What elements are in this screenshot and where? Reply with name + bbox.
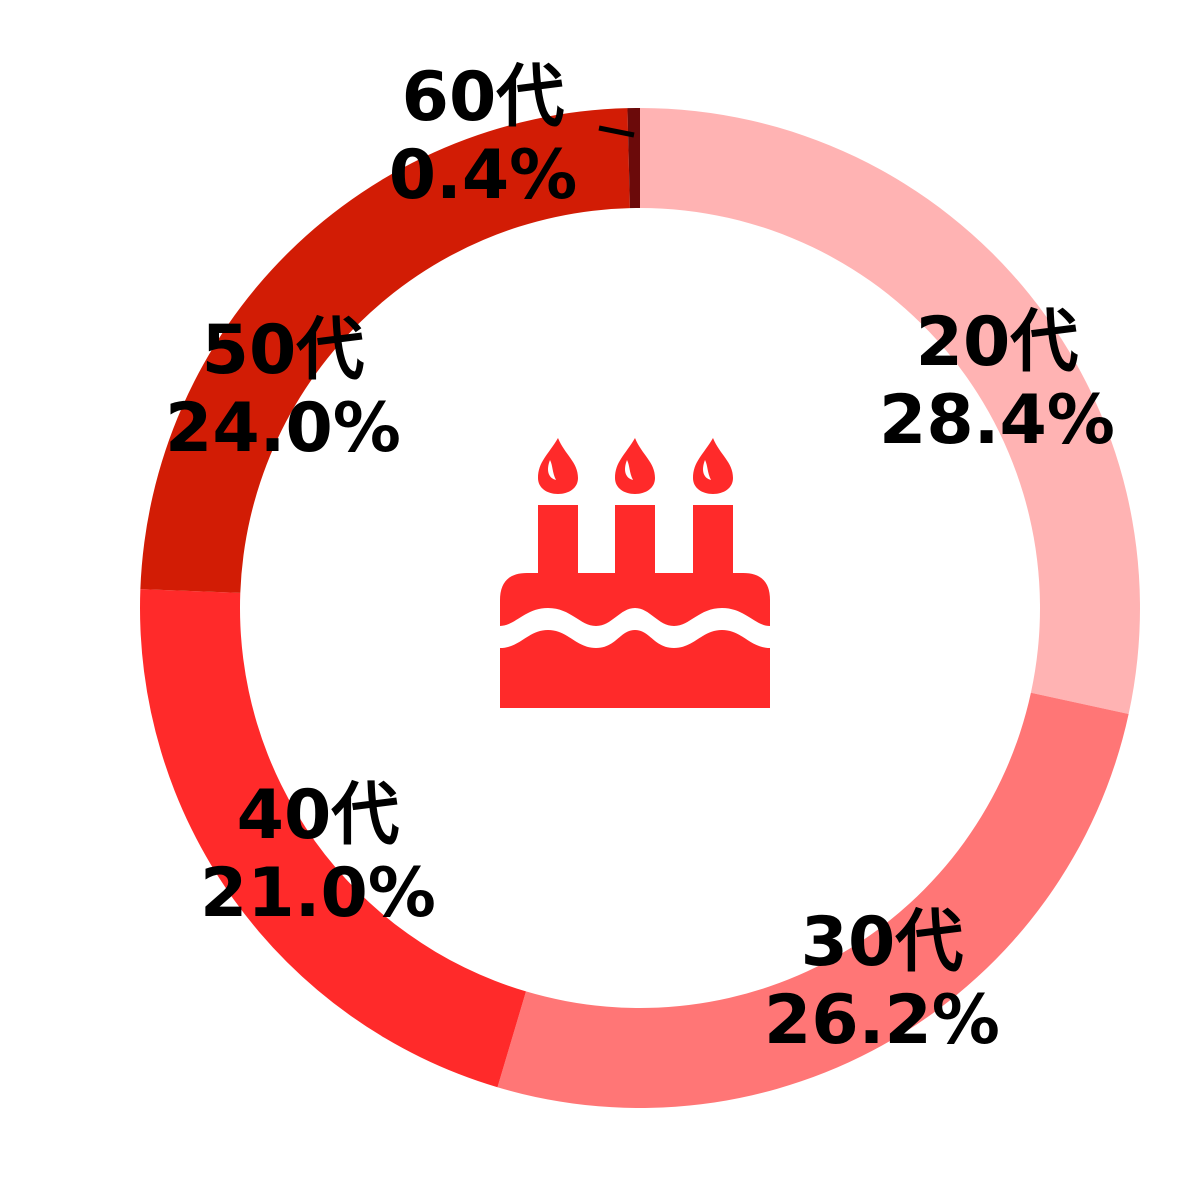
value-label-60: 0.4% (389, 136, 578, 215)
category-label-20: 20代 (916, 303, 1079, 382)
category-label-40: 40代 (237, 776, 400, 855)
leader-line-60 (598, 125, 635, 138)
birthday-cake-icon (500, 438, 770, 708)
value-label-50: 24.0% (165, 389, 401, 468)
slice-50代 (140, 108, 630, 593)
value-label-30: 26.2% (764, 981, 1000, 1060)
value-label-20: 28.4% (879, 381, 1115, 460)
slice-30代 (497, 692, 1129, 1109)
category-label-60: 60代 (402, 58, 565, 137)
category-label-50: 50代 (202, 311, 365, 390)
value-label-40: 21.0% (200, 854, 436, 933)
slice-20代 (640, 108, 1140, 715)
slice-40代 (139, 589, 526, 1088)
category-label-30: 30代 (801, 903, 964, 982)
